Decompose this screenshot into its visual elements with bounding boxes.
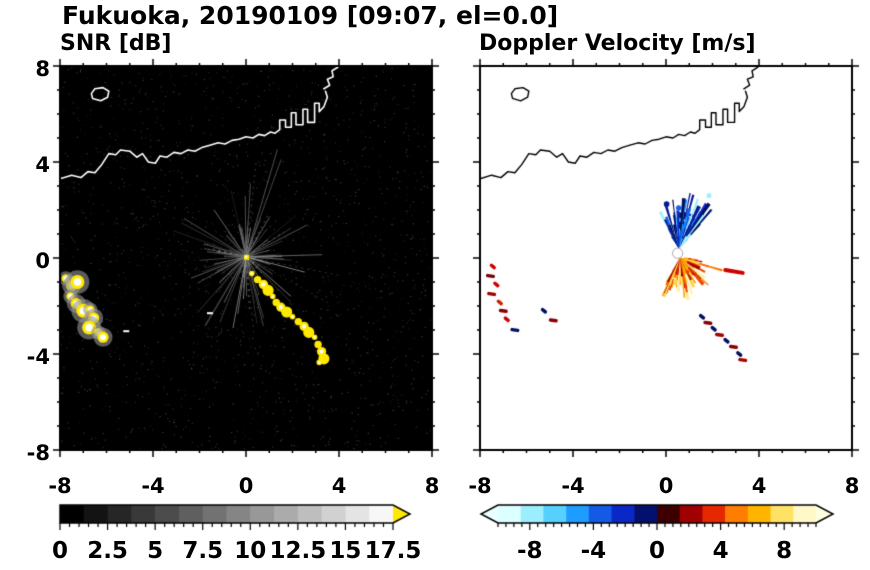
x-tick-label: -8	[48, 474, 72, 498]
colorbar-tick-label: 7.5	[182, 538, 224, 564]
x-tick-label: -8	[468, 474, 492, 498]
x-tick-label: 4	[331, 474, 347, 498]
x-tick-label: 0	[658, 474, 674, 498]
x-tick-label: 8	[424, 474, 440, 498]
velocity-colorbar	[468, 498, 846, 538]
snr-plot	[44, 50, 448, 466]
colorbar-tick-label: 15	[329, 538, 362, 564]
y-tick-label: 8	[35, 57, 50, 81]
x-tick-label: 0	[238, 474, 254, 498]
colorbar-tick-label: 10	[234, 538, 267, 564]
y-tick-label: 0	[35, 249, 50, 273]
y-tick-label: -4	[26, 345, 50, 369]
figure-title: Fukuoka, 20190109 [09:07, el=0.0]	[62, 1, 559, 30]
x-tick-label: -4	[561, 474, 585, 498]
colorbar-tick-label: 0	[51, 538, 69, 564]
colorbar-tick-label: 2.5	[87, 538, 128, 564]
colorbar-tick-label: -8	[517, 538, 543, 564]
x-tick-label: -4	[141, 474, 165, 498]
colorbar-tick-label: 0	[648, 538, 666, 564]
colorbar-tick-label: -4	[580, 538, 607, 564]
velocity-plot	[464, 50, 868, 466]
x-tick-label: 8	[844, 474, 860, 498]
colorbar-tick-label: 4	[712, 538, 729, 564]
colorbar-tick-label: 12.5	[269, 538, 327, 564]
snr-colorbar	[30, 498, 423, 538]
colorbar-tick-label: 17.5	[364, 538, 422, 564]
y-tick-label: -8	[26, 441, 50, 465]
colorbar-tick-label: 5	[147, 538, 164, 564]
colorbar-tick-label: 8	[776, 538, 793, 564]
x-tick-label: 4	[751, 474, 767, 498]
y-tick-label: 4	[35, 153, 50, 177]
